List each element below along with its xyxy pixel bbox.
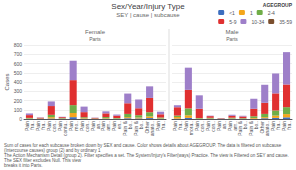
- svg-text:fra..: fra..: [160, 121, 166, 130]
- svg-text:am..: am..: [105, 121, 112, 131]
- svg-text:fra..: fra..: [39, 121, 46, 130]
- svg-text:fra..: fra..: [275, 121, 282, 130]
- svg-text:Parts: Parts: [89, 36, 101, 42]
- svg-text:mo..: mo..: [72, 121, 79, 131]
- svg-text:Pain: Pain: [34, 121, 41, 131]
- svg-text:10-34: 10-34: [251, 19, 264, 25]
- svg-text:Male: Male: [225, 29, 239, 35]
- svg-text:Pain &: Pain &: [237, 121, 244, 136]
- svg-text:Pain: Pain: [56, 121, 63, 131]
- svg-text:Pain: Pain: [45, 121, 52, 131]
- svg-text:Pain: Pain: [155, 121, 161, 131]
- svg-text:5-9: 5-9: [229, 19, 236, 25]
- svg-text:(Intercourse causes) group (2): (Intercourse causes) group (2) and by or…: [4, 148, 101, 153]
- svg-text:Pain &: Pain &: [133, 121, 140, 136]
- svg-text:AGEGROUP: AGEGROUP: [263, 2, 293, 8]
- svg-text:The Action Mechanism Detail (g: The Action Mechanism Detail (group 2). F…: [4, 153, 290, 158]
- svg-text:100: 100: [14, 107, 23, 113]
- svg-text:Sum of cases for each subcause: Sum of cases for each subcause broken do…: [4, 143, 283, 148]
- svg-text:Pain: Pain: [111, 121, 118, 131]
- svg-text:Pain: Pain: [215, 121, 222, 131]
- svg-text:700: 700: [14, 51, 23, 57]
- svg-text:300: 300: [14, 88, 23, 94]
- svg-text:Pain: Pain: [100, 121, 107, 131]
- svg-text:35-59: 35-59: [279, 19, 292, 25]
- svg-text:Pain: Pain: [78, 121, 85, 131]
- svg-text:The SEX filter excludes Null.: The SEX filter excludes Null. This view: [4, 158, 81, 163]
- svg-text:fra..: fra..: [286, 121, 292, 130]
- svg-text:Pain: Pain: [182, 121, 189, 131]
- svg-text:Pain: Pain: [281, 121, 287, 131]
- svg-text:am..: am..: [231, 121, 238, 131]
- svg-text:Other: Other: [259, 121, 266, 134]
- svg-text:Pain &: Pain &: [122, 121, 129, 136]
- svg-text:fra..: fra..: [29, 121, 35, 130]
- svg-text:2-4: 2-4: [268, 10, 275, 16]
- svg-text:an..: an..: [94, 121, 101, 130]
- svg-text:an..: an..: [220, 121, 227, 130]
- svg-text:con..: con..: [50, 121, 57, 132]
- svg-text:Pain: Pain: [193, 121, 200, 131]
- svg-text:anato..: anato..: [264, 121, 271, 137]
- svg-text:Pain: Pain: [67, 121, 74, 131]
- svg-text:breaks it into Parts.: breaks it into Parts.: [4, 163, 43, 168]
- svg-text:con..: con..: [83, 121, 90, 132]
- svg-text:Female: Female: [85, 29, 106, 35]
- svg-text:Other: Other: [144, 121, 151, 134]
- svg-text:800: 800: [14, 42, 23, 48]
- svg-text:Pain &: Pain &: [248, 121, 255, 136]
- svg-text:<1: <1: [229, 10, 235, 16]
- svg-text:Pain: Pain: [204, 121, 211, 131]
- svg-text:bo..: bo..: [138, 121, 145, 130]
- svg-text:1: 1: [250, 10, 253, 16]
- svg-text:500: 500: [14, 70, 23, 76]
- svg-text:fra..: fra..: [177, 121, 183, 130]
- svg-text:Pain: Pain: [89, 121, 96, 131]
- svg-text:SEY | cause | subcause: SEY | cause | subcause: [116, 12, 180, 18]
- svg-text:Pain: Pain: [270, 121, 277, 131]
- svg-text:bo..: bo..: [253, 121, 260, 130]
- svg-text:anato..: anato..: [149, 121, 156, 137]
- svg-text:600: 600: [14, 61, 23, 67]
- svg-text:200: 200: [14, 98, 23, 104]
- svg-text:con..: con..: [209, 121, 216, 132]
- svg-text:Pain: Pain: [172, 121, 178, 131]
- svg-text:bo..: bo..: [127, 121, 134, 130]
- svg-text:Cases: Cases: [4, 73, 10, 90]
- svg-text:mora..: mora..: [187, 121, 194, 136]
- svg-text:bo..: bo..: [242, 121, 249, 130]
- svg-text:con..: con..: [198, 121, 205, 132]
- svg-text:Parts: Parts: [226, 36, 238, 42]
- svg-text:en..: en..: [116, 121, 123, 130]
- svg-text:contu..: contu..: [61, 121, 68, 136]
- svg-text:400: 400: [14, 79, 23, 85]
- svg-text:Sex/Year/Injury Type: Sex/Year/Injury Type: [111, 2, 185, 11]
- svg-text:0: 0: [19, 116, 22, 122]
- svg-text:Pain: Pain: [226, 121, 233, 131]
- svg-text:Pain: Pain: [24, 121, 30, 131]
